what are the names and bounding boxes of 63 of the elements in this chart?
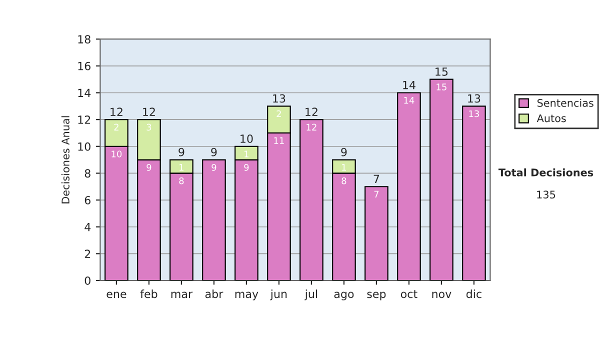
y-tick-label: 14 <box>78 88 91 97</box>
total-label: 9 <box>178 148 184 156</box>
data-label: 3 <box>146 124 152 131</box>
data-label: 12 <box>306 124 316 130</box>
total-label: 12 <box>306 108 318 116</box>
data-label: 9 <box>212 164 216 171</box>
data-label: 2 <box>114 124 118 130</box>
total-label: 15 <box>436 68 448 76</box>
data-label: 8 <box>342 177 346 184</box>
x-tick-label: mar <box>171 292 193 298</box>
y-tick-label: 0 <box>84 276 90 285</box>
y-tick-label: 12 <box>78 116 90 124</box>
x-tick-label: nov <box>432 292 452 298</box>
total-label: 14 <box>403 80 416 90</box>
data-label: 10 <box>112 150 122 158</box>
data-label: 1 <box>342 164 346 171</box>
y-tick-label: 8 <box>84 169 90 178</box>
data-label: 15 <box>436 84 446 90</box>
bar <box>300 119 324 280</box>
x-tick-label: feb <box>140 290 158 298</box>
data-label: 7 <box>374 190 379 198</box>
y-tick-label: 2 <box>84 250 90 258</box>
bar <box>397 92 421 280</box>
total-label: 12 <box>143 108 155 116</box>
x-tick-label: ago <box>334 292 354 300</box>
total-label: 7 <box>374 174 380 183</box>
data-label: 8 <box>179 177 184 184</box>
x-tick-label: dic <box>466 290 482 298</box>
total-label: 13 <box>273 94 286 103</box>
total-label: 12 <box>110 108 122 116</box>
data-label: 9 <box>146 164 152 171</box>
y-tick-label: 16 <box>78 62 90 70</box>
y-tick-label: 18 <box>78 35 90 44</box>
data-label: 1 <box>180 164 184 171</box>
text: Total Decisiones <box>498 168 594 176</box>
total-label: 9 <box>211 148 217 156</box>
data-label: 11 <box>274 137 284 144</box>
data-label: 14 <box>404 97 414 104</box>
data-label: 13 <box>469 110 479 118</box>
y-axis-title: Decisiones Anual <box>61 116 70 204</box>
total-label: 9 <box>341 148 347 156</box>
x-tick-label: abr <box>205 290 224 298</box>
x-tick-label: may <box>235 292 258 300</box>
bar <box>364 186 388 280</box>
y-tick-label: 10 <box>78 142 90 151</box>
total-label: 10 <box>240 134 253 143</box>
x-tick-label: jul <box>304 290 318 300</box>
y-tick-label: 6 <box>84 196 90 204</box>
data-label: 2 <box>276 110 281 118</box>
x-tick-label: jun <box>270 290 287 300</box>
data-label: 9 <box>244 164 249 171</box>
x-tick-label: ene <box>106 292 126 298</box>
total-label: 13 <box>468 94 480 103</box>
data-label: 1 <box>244 150 248 158</box>
legend-label: Sentencias <box>537 98 594 107</box>
bar <box>462 106 486 280</box>
legend-label: Autos <box>536 114 566 122</box>
x-tick-label: oct <box>400 290 418 298</box>
bar <box>430 78 454 280</box>
text: 135 <box>537 190 556 199</box>
y-tick-label: 4 <box>84 222 91 232</box>
x-tick-label: sep <box>367 292 386 300</box>
bar <box>202 159 226 280</box>
